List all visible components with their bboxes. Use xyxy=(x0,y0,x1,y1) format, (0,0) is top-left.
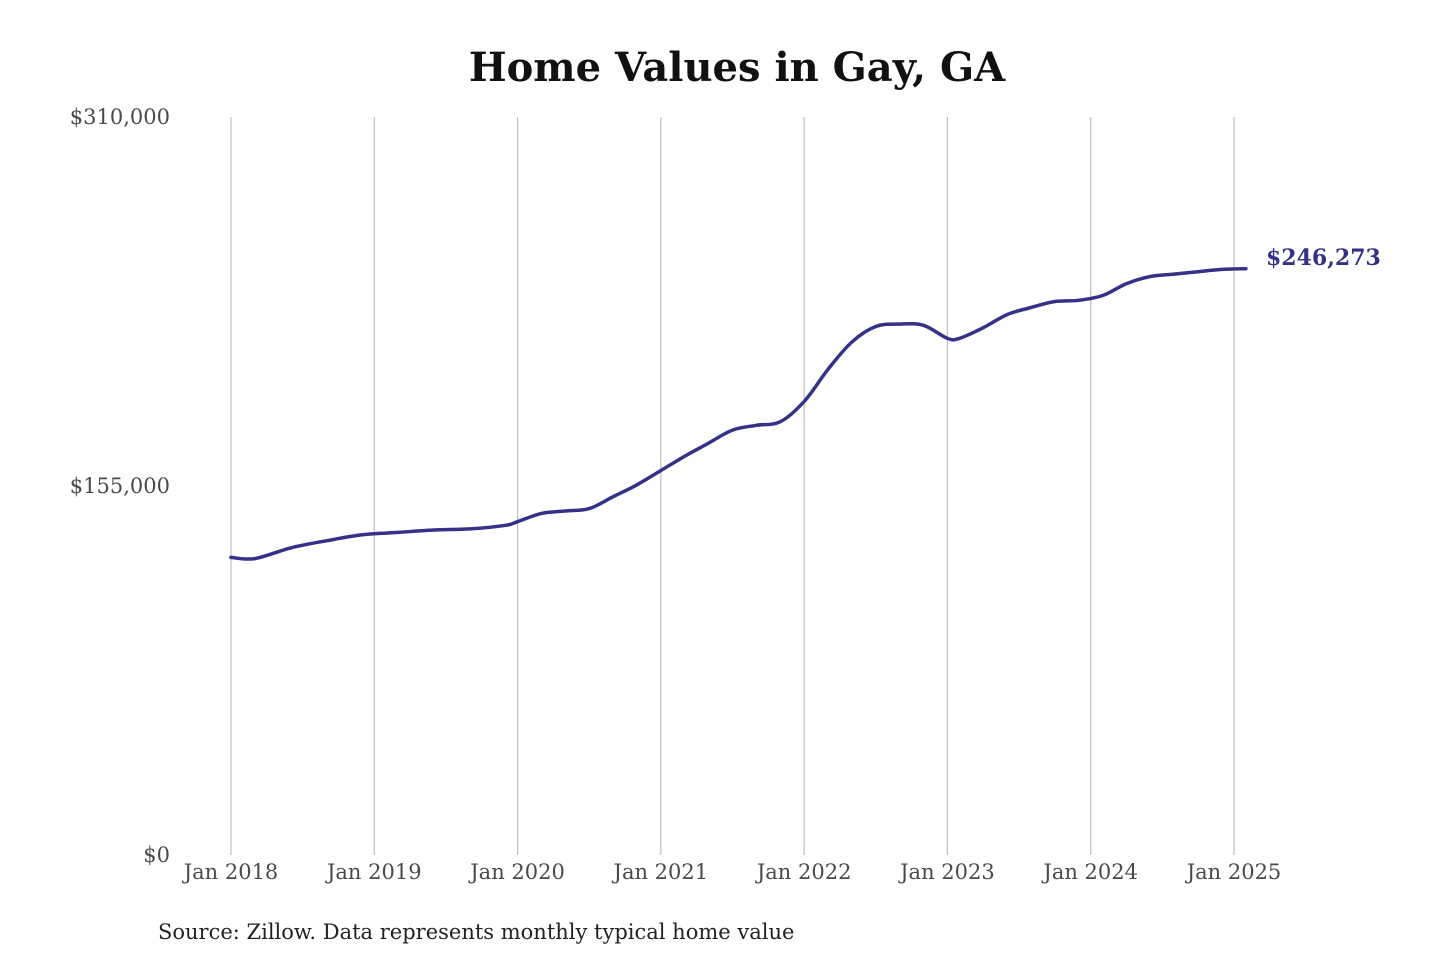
x-tick-label: Jan 2020 xyxy=(468,860,565,884)
x-tick-label: Jan 2022 xyxy=(755,860,852,884)
y-tick-label: $155,000 xyxy=(70,474,170,498)
x-tick-label: Jan 2019 xyxy=(325,860,422,884)
y-tick-label: $310,000 xyxy=(70,105,170,129)
x-tick-label: Jan 2018 xyxy=(182,860,279,884)
source-note: Source: Zillow. Data represents monthly … xyxy=(158,920,794,944)
x-tick-label: Jan 2023 xyxy=(898,860,995,884)
end-value-label: $246,273 xyxy=(1266,245,1381,271)
y-tick-label: $0 xyxy=(143,843,170,867)
chart-title: Home Values in Gay, GA xyxy=(469,44,1006,91)
x-axis-ticks: Jan 2018 Jan 2019 Jan 2020 Jan 2021 Jan 2022… xyxy=(182,860,1282,884)
x-tick-label: Jan 2025 xyxy=(1185,860,1282,884)
x-tick-label: Jan 2024 xyxy=(1041,860,1138,884)
gridlines xyxy=(230,117,1235,855)
x-tick-label: Jan 2021 xyxy=(612,860,709,884)
y-axis-ticks: $310,000 $155,000 $0 xyxy=(70,105,170,867)
home-value-line xyxy=(229,266,1248,561)
